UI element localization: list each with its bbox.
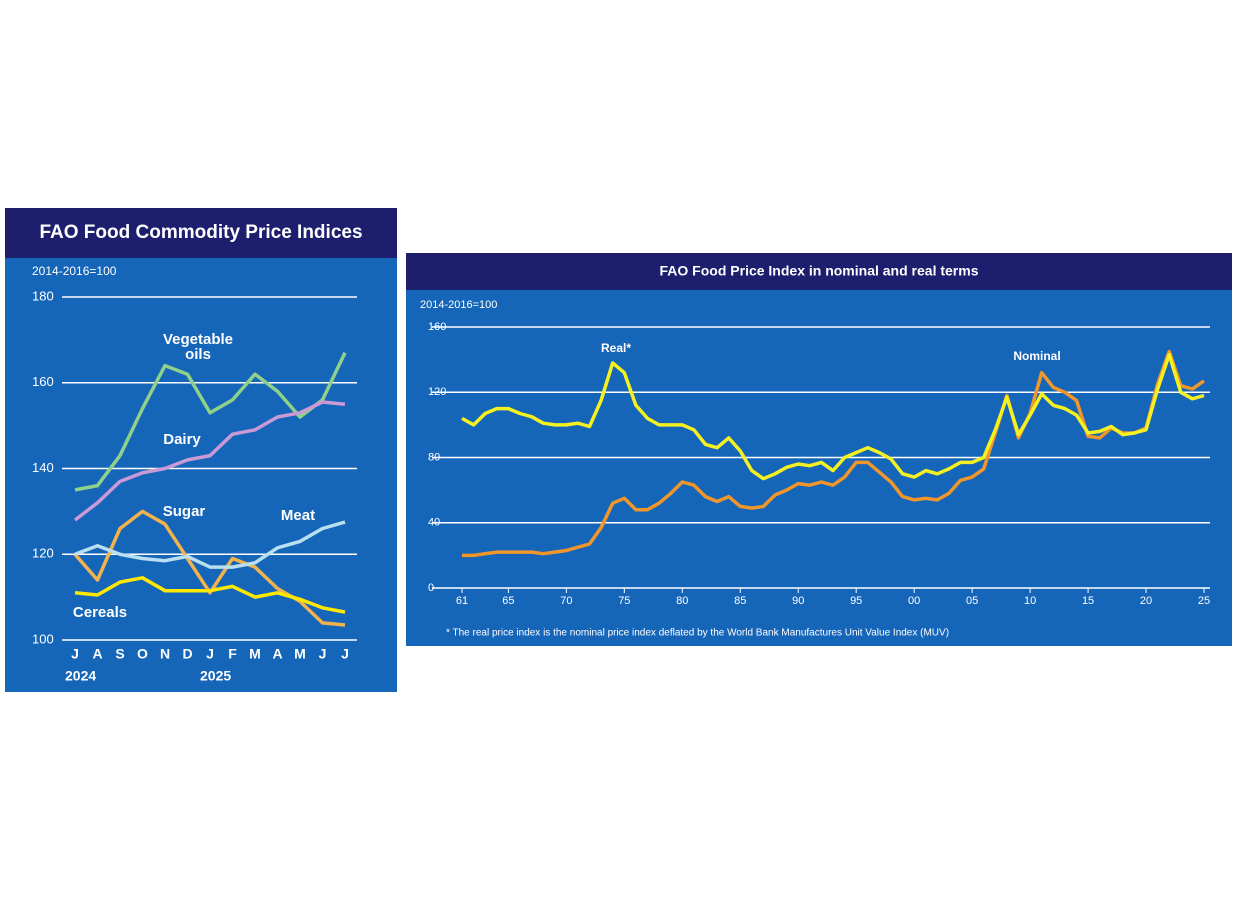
y-tick-label: 120 [32, 546, 54, 561]
x-tick-label: J [71, 646, 79, 662]
series-label: Cereals [73, 604, 127, 621]
x-tick-label: 85 [734, 595, 746, 607]
x-tick-label: J [341, 646, 349, 662]
x-tick-label: 90 [792, 595, 804, 607]
series-label: Real* [601, 341, 631, 355]
series-label: Vegetable oils [163, 331, 233, 363]
chart-title: FAO Food Price Index in nominal and real… [660, 263, 979, 279]
x-tick-label: J [319, 646, 327, 662]
series-line [73, 509, 346, 627]
x-tick-label: N [160, 646, 170, 662]
series-label: Sugar [163, 503, 206, 520]
series-line [74, 351, 347, 492]
x-tick-label: 10 [1024, 595, 1036, 607]
x-tick-label: 75 [618, 595, 630, 607]
unit-label: 2014-2016=100 [420, 299, 497, 311]
x-tick-label: 95 [850, 595, 862, 607]
x-tick-label: F [228, 646, 237, 662]
x-tick-label: 80 [676, 595, 688, 607]
series-line [74, 576, 346, 614]
x-tick-label: J [206, 646, 214, 662]
series-line [462, 349, 1206, 558]
series-line [461, 352, 1205, 481]
series-label: Nominal [1013, 349, 1060, 363]
series-line [73, 400, 346, 522]
x-tick-label: S [115, 646, 124, 662]
unit-label: 2014-2016=100 [32, 264, 117, 278]
series-label: Meat [281, 507, 315, 524]
x-tick-label: 70 [560, 595, 572, 607]
x-tick-label: 25 [1198, 595, 1210, 607]
x-tick-label: 05 [966, 595, 978, 607]
chart-title: FAO Food Commodity Price Indices [39, 222, 362, 243]
y-tick-label: 100 [32, 631, 54, 646]
x-tick-label: D [182, 646, 192, 662]
series-line [74, 520, 346, 569]
footnote: * The real price index is the nominal pr… [446, 628, 949, 639]
x-tick-label: 61 [456, 595, 468, 607]
y-tick-label: 160 [32, 374, 54, 389]
panel [406, 253, 1232, 646]
y-tick-label: 140 [32, 460, 54, 475]
x-tick-label: 00 [908, 595, 920, 607]
series-label: Dairy [163, 431, 201, 448]
year-label: 2024 [65, 668, 96, 684]
x-tick-label: O [137, 646, 148, 662]
x-tick-label: M [249, 646, 261, 662]
x-tick-label: 20 [1140, 595, 1152, 607]
x-tick-label: 65 [502, 595, 514, 607]
x-tick-label: A [92, 646, 102, 662]
y-tick-label: 180 [32, 288, 54, 303]
panel-header [406, 253, 1232, 290]
year-label: 2025 [200, 668, 231, 684]
panel [5, 208, 397, 692]
y-tick-label: 0 [428, 582, 434, 594]
x-tick-label: 15 [1082, 595, 1094, 607]
x-tick-label: M [294, 646, 306, 662]
x-tick-label: A [272, 646, 282, 662]
panel-header [5, 208, 397, 258]
